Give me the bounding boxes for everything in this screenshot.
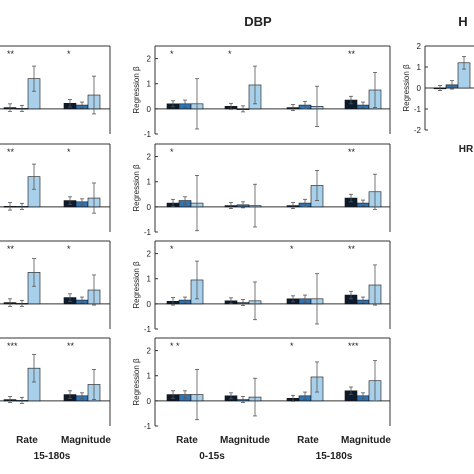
dbp-row3-ylabel: Regression β xyxy=(132,261,141,309)
left-row4-significance: ** xyxy=(67,341,75,351)
dbp-row3-significance: ** xyxy=(348,244,356,254)
dbp-row3-significance: * xyxy=(170,244,174,254)
left-window-label: 15-180s xyxy=(34,451,71,462)
left-row1-significance: * xyxy=(67,49,71,59)
left-row1-significance: ** xyxy=(7,49,15,59)
dbp-row1-ylabel: Regression β xyxy=(132,66,141,114)
dbp-window-label-2: 15-180s xyxy=(316,451,353,462)
dbp-row1-ytick-label: -1 xyxy=(144,130,152,139)
left-row2-significance: ** xyxy=(7,147,15,157)
dbp-row3-ytick-label: 1 xyxy=(147,275,152,284)
dbp-row2-ytick-label: 2 xyxy=(147,153,152,162)
hr-row1-ylabel: Regression β xyxy=(402,64,411,112)
dbp-row4-significance: * xyxy=(290,341,294,351)
dbp-row3-significance: * xyxy=(290,244,294,254)
left-row4-significance: *** xyxy=(7,341,18,351)
left-rate-label: Rate xyxy=(16,435,38,446)
hr-row1-ytick-label: -2 xyxy=(414,126,422,135)
dbp-row4-ytick-label: 2 xyxy=(147,347,152,356)
dbp-row3-ytick-label: 0 xyxy=(147,300,152,309)
hr-row1-ytick-label: -1 xyxy=(414,105,422,114)
dbp-rate-label-1: Rate xyxy=(176,435,198,446)
left-magnitude-label: Magnitude xyxy=(61,435,111,446)
dbp-row3-ytick-label: 2 xyxy=(147,250,152,259)
dbp-row4-ytick-label: 1 xyxy=(147,372,152,381)
left-row3-significance: * xyxy=(67,244,71,254)
dbp-row1-ytick-label: 0 xyxy=(147,105,152,114)
dbp-row3-ytick-label: -1 xyxy=(144,325,152,334)
dbp-row1-significance: * xyxy=(228,49,232,59)
dbp-row4-ylabel: Regression β xyxy=(132,358,141,406)
dbp-row4-significance: *** xyxy=(348,341,359,351)
hr-row1-ytick-label: 2 xyxy=(417,42,422,51)
dbp-row1-ytick-label: 2 xyxy=(147,55,152,64)
dbp-title: DBP xyxy=(244,14,272,29)
dbp-window-label-1: 0-15s xyxy=(199,451,225,462)
dbp-magnitude-label-1: Magnitude xyxy=(220,435,270,446)
hr-row1-ytick-label: 0 xyxy=(417,84,422,93)
dbp-row4-significance: * * xyxy=(170,341,180,351)
dbp-row4-ytick-label: 0 xyxy=(147,397,152,406)
left-row3-significance: ** xyxy=(7,244,15,254)
dbp-row2-significance: * xyxy=(170,147,174,157)
dbp-row2-significance: ** xyxy=(348,147,356,157)
dbp-row1-ytick-label: 1 xyxy=(147,80,152,89)
hr-row1-ytick-label: 1 xyxy=(417,63,422,72)
hr-title-partial: H xyxy=(458,14,467,29)
dbp-rate-label-2: Rate xyxy=(297,435,319,446)
dbp-row2-ylabel: Regression β xyxy=(132,164,141,212)
dbp-row2-ytick-label: -1 xyxy=(144,228,152,237)
hr-bottom-label: HR xyxy=(459,144,474,155)
dbp-magnitude-label-2: Magnitude xyxy=(341,435,391,446)
left-row2-significance: * xyxy=(67,147,71,157)
dbp-row4-ytick-label: -1 xyxy=(144,422,152,431)
dbp-row1-significance: * xyxy=(170,49,174,59)
dbp-row2-ytick-label: 0 xyxy=(147,203,152,212)
dbp-row2-ytick-label: 1 xyxy=(147,178,152,187)
dbp-row1-significance: ** xyxy=(348,49,356,59)
